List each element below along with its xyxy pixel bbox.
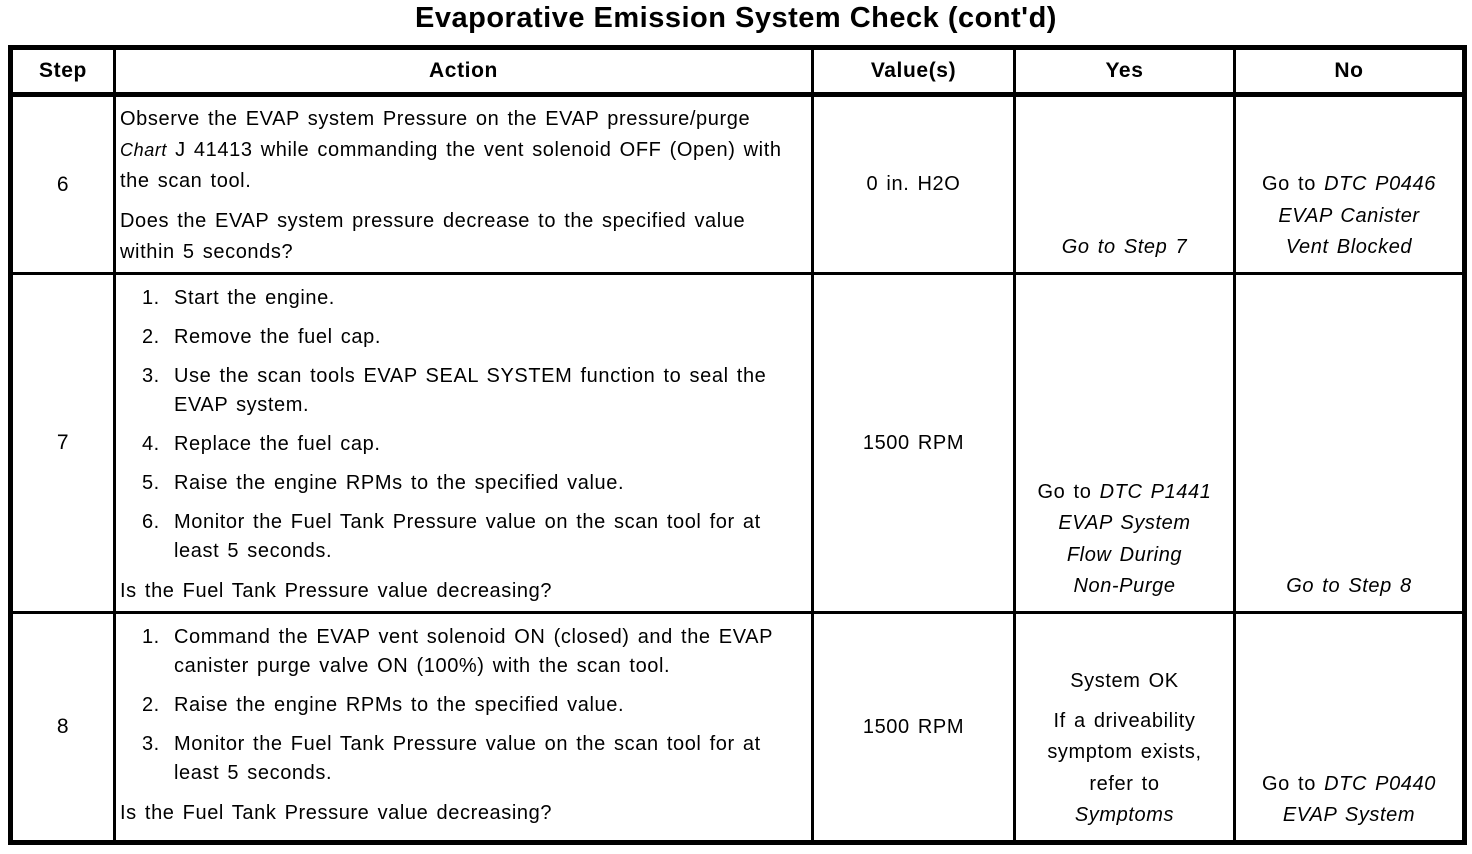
step-number: 6 (9, 93, 116, 275)
action-question: Is the Fuel Tank Pressure value decreasi… (120, 580, 553, 602)
header-no: No (1233, 46, 1466, 97)
system-ok-line: System OK (1070, 670, 1179, 693)
action-cell: Observe the EVAP system Pressure on the … (113, 93, 814, 275)
header-row: Step Action Value(s) Yes No (9, 46, 1466, 97)
goto-line: Go to DTC P1441 (1037, 480, 1212, 503)
table-row-step-8: 8 Command the EVAP vent solenoid ON (clo… (9, 611, 1466, 844)
no-cell: Go to DTC P0446 EVAP Canister Vent Block… (1233, 93, 1466, 275)
action-list-item: Raise the engine RPMs to the specified v… (168, 469, 801, 498)
step-number: 7 (9, 272, 116, 614)
yes-cell: Go to Step 7 (1013, 93, 1236, 275)
action-list: Command the EVAP vent solenoid ON (close… (120, 623, 801, 788)
goto-line: Non-Purge (1073, 575, 1176, 598)
symptom-line: refer to (1089, 772, 1160, 795)
goto-line: Vent Blocked (1285, 236, 1413, 259)
action-list: Start the engine. Remove the fuel cap. U… (120, 284, 801, 566)
yes-cell: System OK If a driveability symptom exis… (1013, 611, 1236, 844)
goto-line: EVAP Canister (1278, 204, 1420, 227)
goto-line: Go to Step 7 (1061, 236, 1188, 259)
goto-line: Flow During (1066, 543, 1183, 566)
action-question: Does the EVAP system pressure decrease t… (120, 210, 746, 263)
action-paragraph: Observe the EVAP system Pressure on the … (120, 108, 782, 192)
goto-line: EVAP System (1058, 512, 1191, 535)
value-cell: 1500 RPM (811, 611, 1016, 844)
table-row-step-6: 6 Observe the EVAP system Pressure on th… (9, 93, 1466, 275)
no-cell: Go to DTC P0440 EVAP System (1233, 611, 1466, 844)
table-row-step-7: 7 Start the engine. Remove the fuel cap.… (9, 272, 1466, 614)
diagnostic-table: Step Action Value(s) Yes No 6 Observe th… (8, 45, 1467, 845)
goto-line: Go to DTC P0446 (1262, 173, 1436, 196)
yes-cell: Go to DTC P1441 EVAP System Flow During … (1013, 272, 1236, 614)
symptom-line: symptom exists, (1047, 741, 1202, 764)
header-yes: Yes (1013, 46, 1236, 97)
no-cell: Go to Step 8 (1233, 272, 1466, 614)
value-cell: 0 in. H2O (811, 93, 1016, 275)
step-number: 8 (9, 611, 116, 844)
page-title: Evaporative Emission System Check (cont'… (415, 2, 1057, 34)
chart-reference: Chart (120, 140, 168, 160)
action-cell: Start the engine. Remove the fuel cap. U… (113, 272, 814, 614)
symptom-reference: Symptoms (1074, 804, 1175, 827)
header-values: Value(s) (811, 46, 1016, 97)
action-list-item: Use the scan tools EVAP SEAL SYSTEM func… (168, 362, 801, 420)
goto-line: Go to DTC P0440 (1262, 772, 1436, 795)
action-list-item: Raise the engine RPMs to the specified v… (168, 691, 801, 720)
action-list-item: Replace the fuel cap. (168, 430, 801, 459)
header-step: Step (9, 46, 116, 97)
value-cell: 1500 RPM (811, 272, 1016, 614)
symptom-line: If a driveability (1053, 709, 1196, 732)
action-list-item: Monitor the Fuel Tank Pressure value on … (168, 730, 801, 788)
action-list-item: Command the EVAP vent solenoid ON (close… (168, 623, 801, 681)
header-action: Action (113, 46, 814, 97)
action-question: Is the Fuel Tank Pressure value decreasi… (120, 802, 553, 824)
action-list-item: Start the engine. (168, 284, 801, 313)
action-cell: Command the EVAP vent solenoid ON (close… (113, 611, 814, 844)
goto-line: Go to Step 8 (1286, 575, 1412, 598)
action-list-item: Monitor the Fuel Tank Pressure value on … (168, 508, 801, 566)
action-list-item: Remove the fuel cap. (168, 323, 801, 352)
goto-line: EVAP System (1282, 804, 1416, 827)
